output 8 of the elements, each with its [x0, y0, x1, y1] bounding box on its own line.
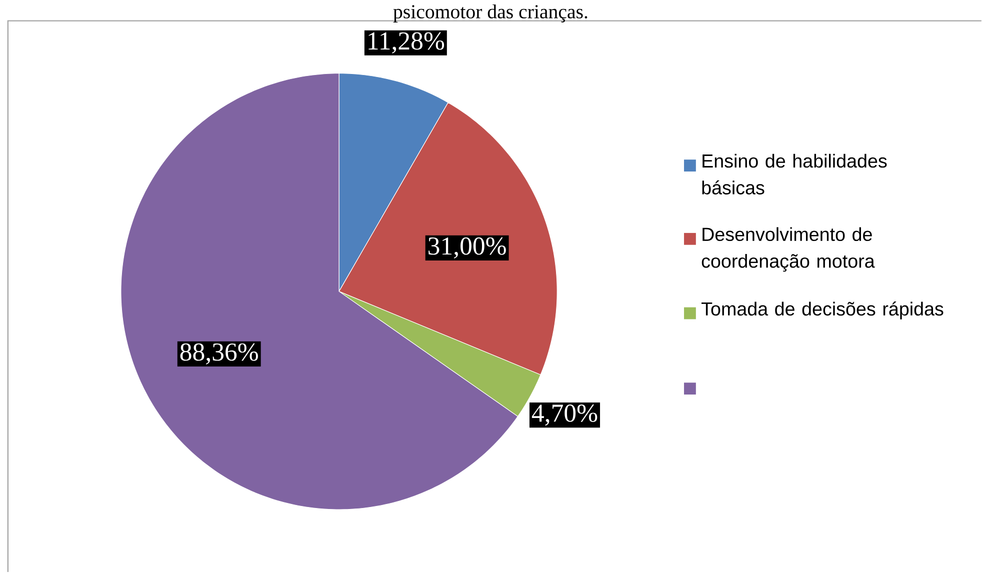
legend-label: Ensino de habilidades básicas [702, 154, 887, 195]
legend-label: Tomada de decisões rápidas [701, 302, 944, 320]
data-label: 4,70% [532, 404, 598, 426]
legend-label: Desenvolvimento de coordenação motora [702, 227, 875, 272]
chart-title: psicomotor das crianças. [393, 4, 588, 23]
data-label: 11,28% [368, 32, 444, 54]
data-label: 88,36% [180, 344, 258, 365]
data-label: 31,00% [428, 238, 506, 259]
